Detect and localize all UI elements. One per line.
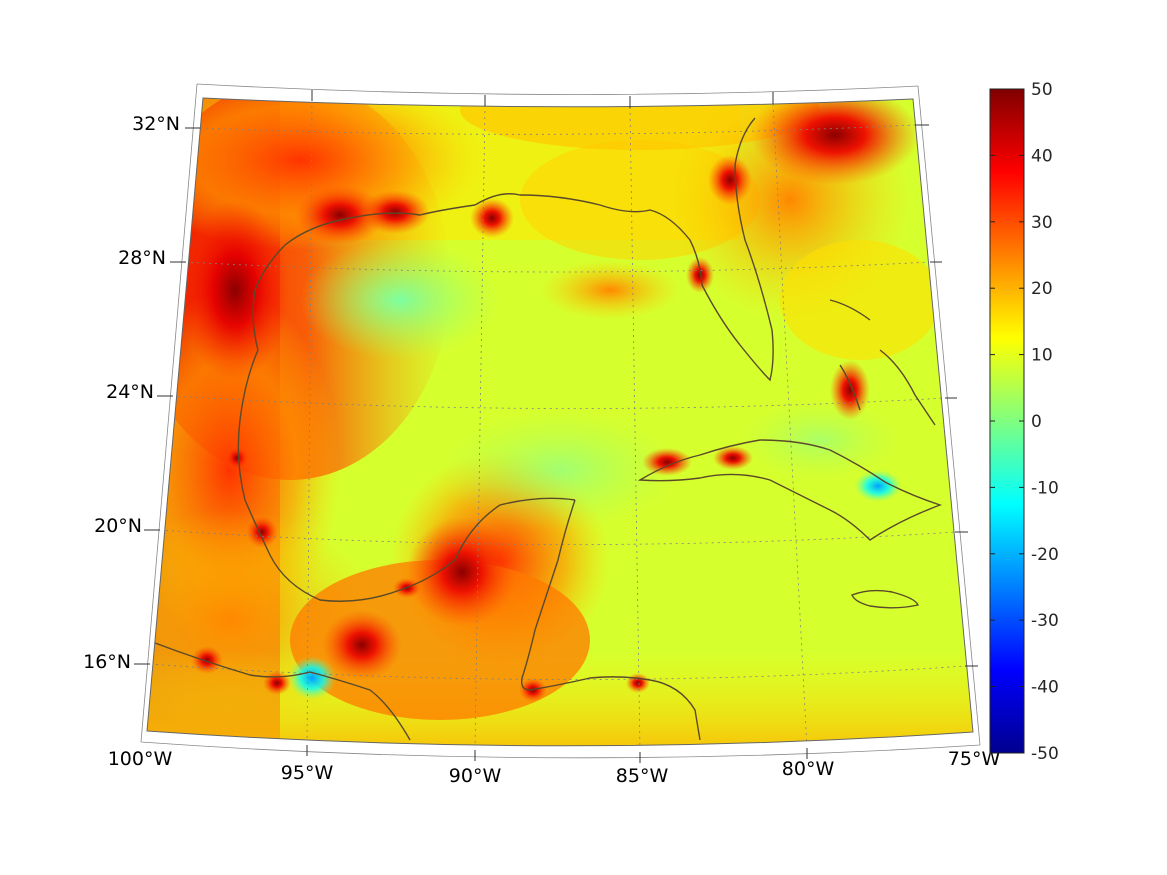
coastlines (154, 117, 943, 741)
colorbar-tick-label: -50 (1031, 744, 1059, 764)
lon-label: 80°W (782, 758, 835, 780)
longitude-labels: 100°W 95°W 90°W 85°W 80°W 75°W (108, 748, 1001, 787)
colorbar-tick-label: 30 (1031, 213, 1053, 233)
graticule (149, 99, 966, 746)
lat-label: 28°N (118, 247, 166, 269)
lon-label: 95°W (281, 762, 334, 784)
lat-label: 32°N (132, 113, 180, 135)
colorbar-ticks (990, 88, 1024, 754)
colorbar-tick-label: 0 (1031, 412, 1042, 432)
latitude-labels: 32°N 28°N 24°N 20°N 16°N (83, 113, 180, 673)
field-layer (147, 98, 973, 746)
lon-label: 75°W (948, 748, 1001, 770)
colorbar-tick-label: -30 (1031, 611, 1059, 631)
colorbar-tick-label: 10 (1031, 346, 1053, 366)
colorbar-tick-label: 50 (1031, 80, 1053, 100)
lat-label: 16°N (83, 651, 131, 673)
colorbar-labels: 50 40 30 20 10 0 -10 -20 -30 -40 -50 (1031, 80, 1059, 764)
colorbar-tick-label: 40 (1031, 146, 1053, 166)
lat-label: 24°N (106, 381, 154, 403)
colorbar: 50 40 30 20 10 0 -10 -20 -30 -40 -50 (989, 80, 1059, 764)
colorbar-tick-label: -10 (1031, 478, 1059, 498)
colorbar-tick-label: 20 (1031, 279, 1053, 299)
colorbar-tick-label: -20 (1031, 545, 1059, 565)
lat-label: 20°N (94, 515, 142, 537)
lon-label: 90°W (449, 765, 502, 787)
colorbar-tick-label: -40 (1031, 678, 1059, 698)
lon-label: 85°W (616, 765, 669, 787)
lon-label: 100°W (108, 748, 173, 770)
frame-ticks (134, 90, 978, 763)
map-frame (140, 83, 981, 759)
colorbar-gradient (989, 88, 1025, 754)
